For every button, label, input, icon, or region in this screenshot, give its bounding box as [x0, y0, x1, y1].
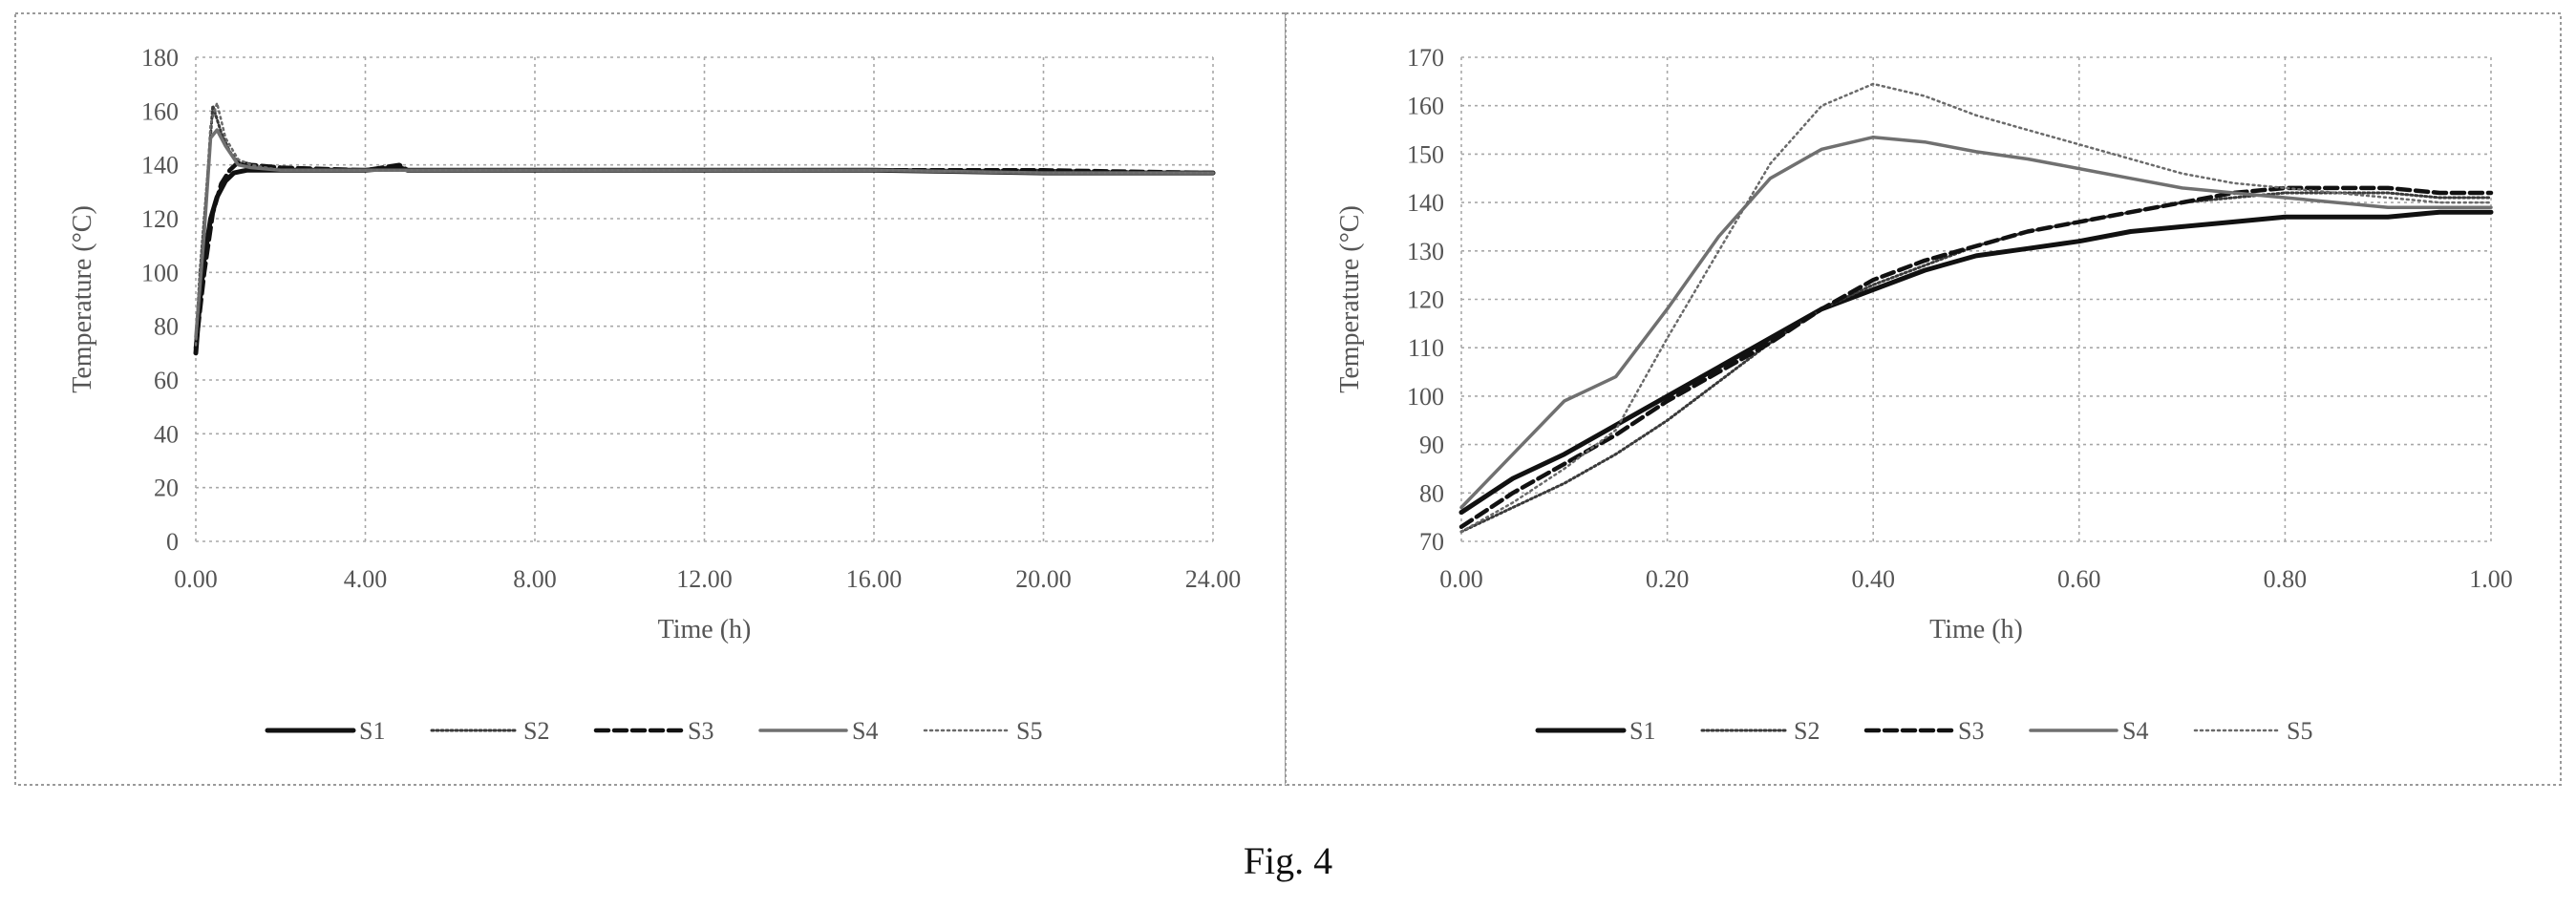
x-tick-label: 0.00: [174, 565, 218, 593]
x-tick-label: 12.00: [676, 565, 733, 593]
y-tick-label: 150: [1407, 140, 1444, 168]
y-tick-label: 70: [1419, 528, 1444, 556]
x-tick-label: 0.20: [1646, 565, 1690, 593]
series-line-s5: [194, 101, 1215, 347]
y-tick-label: 100: [1407, 383, 1444, 411]
y-tick-label: 180: [141, 44, 179, 72]
x-axis-title: Time (h): [658, 615, 752, 644]
legend: S1 S2 S3 S4 S5: [265, 717, 1042, 745]
x-tick-label: 0.80: [2264, 565, 2308, 593]
y-tick-label: 140: [141, 152, 179, 179]
legend-label-s5: S5: [2287, 717, 2312, 745]
chart-1: 0 20 40 60 80 100 120 140 160 180 0.00 4.00 8.00 12.0…: [14, 12, 1287, 786]
legend-label-s1: S1: [1629, 717, 1655, 745]
y-tick-label: 60: [154, 367, 179, 394]
y-tick-label: 160: [1407, 93, 1444, 120]
chart-frame: [14, 12, 1287, 786]
y-tick-label: 130: [1407, 238, 1444, 265]
x-tick-label: 0.40: [1851, 565, 1895, 593]
x-tick-label: 8.00: [513, 565, 557, 593]
y-tick-label: 100: [141, 259, 179, 286]
legend-label-s3: S3: [1958, 717, 1984, 745]
x-tick-label: 0.00: [1439, 565, 1483, 593]
legend: S1 S2 S3 S4 S5: [1535, 717, 2312, 745]
y-tick-label: 0: [166, 528, 179, 556]
series-line-s4: [1459, 135, 2493, 510]
x-axis-title: Time (h): [1929, 615, 2023, 644]
legend-label-s5: S5: [1016, 717, 1042, 745]
legend-label-s1: S1: [359, 717, 385, 745]
legend-label-s2: S2: [523, 717, 549, 745]
y-tick-label: 140: [1407, 189, 1444, 217]
x-tick-label: 4.00: [344, 565, 388, 593]
series-line-s3: [1458, 185, 2494, 530]
series-line-s5: [1459, 82, 2493, 534]
chart-2: 70 80 90 100 110 120 130 140 150 160 170 0.00 0.20 0.…: [1285, 12, 2562, 786]
y-tick-label: 160: [141, 97, 179, 125]
y-tick-label: 90: [1419, 432, 1444, 459]
y-tick-label: 110: [1408, 334, 1444, 362]
legend-label-s2: S2: [1794, 717, 1820, 745]
x-tick-label: 20.00: [1015, 565, 1072, 593]
legend-label-s4: S4: [852, 717, 878, 745]
x-tick-label: 24.00: [1185, 565, 1242, 593]
y-tick-label: 120: [141, 205, 179, 233]
legend-label-s4: S4: [2122, 717, 2148, 745]
x-tick-label: 16.00: [846, 565, 903, 593]
y-tick-label: 120: [1407, 286, 1444, 314]
figure-caption: Fig. 4: [1243, 839, 1333, 882]
y-tick-label: 80: [154, 313, 179, 341]
y-tick-label: 20: [154, 475, 179, 502]
chart-frame: [1285, 12, 2562, 786]
y-axis-title: Temperature (°C): [1335, 205, 1365, 393]
y-axis-title: Temperature (°C): [68, 205, 97, 393]
series-line-s1: [1458, 209, 2494, 516]
y-tick-label: 170: [1407, 44, 1444, 72]
legend-label-s3: S3: [688, 717, 713, 745]
x-tick-label: 0.60: [2057, 565, 2101, 593]
y-tick-label: 80: [1419, 479, 1444, 507]
y-tick-label: 40: [154, 420, 179, 448]
x-tick-label: 1.00: [2469, 565, 2513, 593]
